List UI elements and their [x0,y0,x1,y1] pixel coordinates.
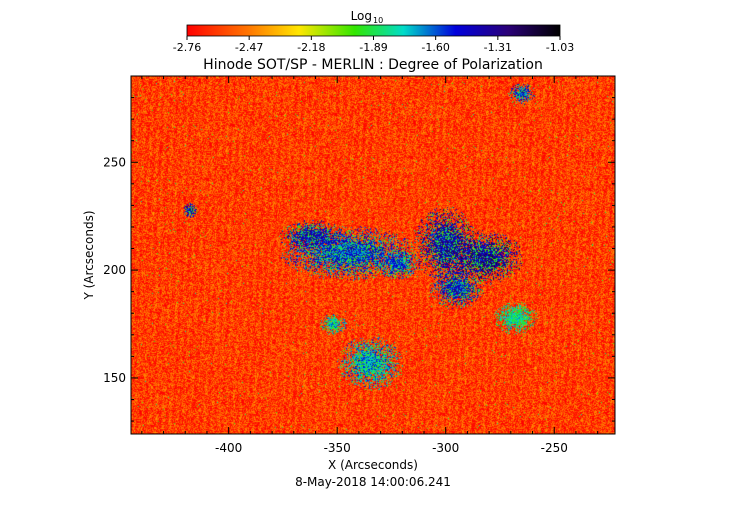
colorbar: Log 10 -2.76 -2.47 -2.18 -1.89 -1.60 -1.31 -1.… [173,9,574,54]
colorbar-tick-label: -1.89 [359,41,387,54]
colorbar-tick-label: -2.18 [297,41,325,54]
colorbar-gradient [186,24,561,37]
x-tick-label: -400 [215,441,242,455]
chart-title: Hinode SOT/SP - MERLIN : Degree of Polar… [203,57,543,73]
colorbar-title-subscript: 10 [373,16,383,25]
y-tick-label: 250 [103,155,126,169]
y-tick-label: 200 [103,263,126,277]
polarization-heatmap [131,76,615,434]
y-tick-label: 150 [103,371,126,385]
y-axis: 150 200 250 [103,97,615,422]
x-tick-label: -250 [541,441,568,455]
y-axis-label: Y (Arcseconds) [82,210,96,300]
observation-timestamp: 8-May-2018 14:00:06.241 [295,475,451,489]
colorbar-tick-label: -2.76 [173,41,201,54]
colorbar-tick-label: -2.47 [235,41,263,54]
plot-area: -400 -350 -300 -250 150 200 250 [103,75,616,455]
x-tick-label: -300 [432,441,459,455]
x-axis: -400 -350 -300 -250 [141,76,599,455]
colorbar-title: Log [351,9,372,23]
colorbar-ticks: -2.76 -2.47 -2.18 -1.89 -1.60 -1.31 -1.03 [173,36,574,54]
colorbar-tick-label: -1.31 [484,41,512,54]
x-tick-label: -350 [324,441,351,455]
colorbar-tick-label: -1.60 [421,41,449,54]
colorbar-tick-label: -1.03 [546,41,574,54]
x-axis-label: X (Arcseconds) [328,458,418,472]
plot-frame [130,75,616,435]
